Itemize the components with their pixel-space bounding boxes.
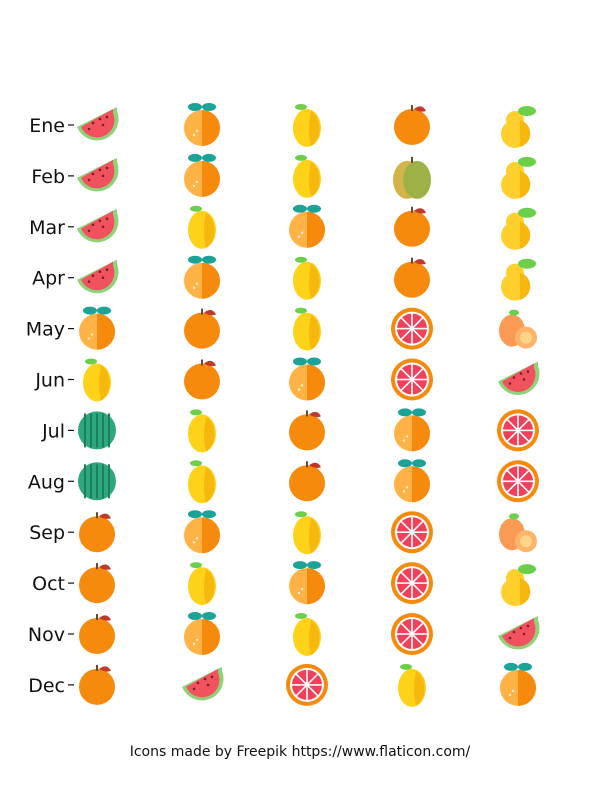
month-label-may: May bbox=[26, 319, 65, 341]
month-label-dec: Dec bbox=[28, 675, 65, 697]
month-label-jun: Jun bbox=[34, 370, 65, 392]
orange-icon bbox=[184, 359, 220, 400]
month-labels: Ene Feb Mar Apr May Jun Jul Aug Sep Oct Nov Dec bbox=[26, 115, 74, 697]
grapefruit-icon bbox=[391, 613, 433, 655]
tangerine-icon bbox=[289, 357, 325, 401]
month-label-feb: Feb bbox=[31, 166, 65, 188]
pear-icon bbox=[501, 258, 536, 301]
watermelon-slice-icon bbox=[77, 259, 119, 294]
lemon-icon bbox=[293, 307, 321, 351]
grapefruit-icon bbox=[497, 409, 539, 452]
orange-icon bbox=[79, 512, 115, 553]
tangerine-icon bbox=[394, 408, 430, 452]
tangerine-icon bbox=[184, 612, 220, 655]
watermelon-slice-icon bbox=[77, 107, 119, 141]
month-label-aug: Aug bbox=[28, 471, 65, 493]
persimmon-icon bbox=[499, 513, 537, 553]
month-label-jul: Jul bbox=[41, 420, 65, 442]
grapefruit-icon bbox=[391, 562, 433, 605]
lemon-icon bbox=[293, 511, 321, 555]
orange-icon bbox=[79, 664, 115, 705]
watermelon-slice-icon bbox=[77, 157, 119, 192]
tangerine-icon bbox=[184, 103, 220, 146]
persimmon-icon bbox=[499, 309, 537, 349]
month-label-ene: Ene bbox=[29, 115, 65, 137]
watermelon-slice-icon bbox=[77, 208, 119, 243]
orange-icon bbox=[394, 257, 430, 298]
tangerine-icon bbox=[500, 662, 536, 706]
tangerine-icon bbox=[184, 153, 220, 197]
watermelon-slice-icon bbox=[182, 666, 224, 701]
tangerine-icon bbox=[289, 561, 325, 605]
lemon-icon bbox=[188, 562, 216, 606]
lemon-icon bbox=[293, 256, 321, 300]
orange-icon bbox=[289, 410, 325, 451]
grapefruit-icon bbox=[497, 460, 539, 503]
grapefruit-icon bbox=[286, 663, 328, 706]
month-label-sep: Sep bbox=[29, 522, 65, 544]
month-label-mar: Mar bbox=[29, 217, 65, 239]
watermelon-icon bbox=[78, 462, 116, 501]
month-label-oct: Oct bbox=[32, 573, 65, 595]
month-label-nov: Nov bbox=[28, 624, 65, 646]
grapefruit-icon bbox=[391, 307, 433, 350]
month-label-apr: Apr bbox=[32, 268, 65, 290]
lemon-icon bbox=[188, 409, 216, 453]
orange-icon bbox=[79, 563, 115, 604]
lemon-icon bbox=[188, 460, 216, 504]
lemon-icon bbox=[293, 104, 321, 147]
lemon-icon bbox=[293, 613, 321, 656]
orange-icon bbox=[289, 461, 325, 502]
tangerine-icon bbox=[184, 510, 220, 554]
watermelon-slice-icon bbox=[498, 361, 540, 396]
orange-icon bbox=[184, 308, 220, 349]
lemon-icon bbox=[83, 358, 111, 402]
lemon-icon bbox=[293, 154, 321, 198]
orange-icon bbox=[79, 614, 115, 654]
lemon-icon bbox=[188, 205, 216, 249]
pear-icon bbox=[501, 564, 536, 607]
pear-icon bbox=[501, 207, 536, 250]
watermelon-icon bbox=[78, 411, 116, 450]
grapefruit-icon bbox=[391, 511, 433, 554]
pear-icon bbox=[501, 106, 536, 148]
pear-icon bbox=[501, 156, 536, 199]
tangerine-icon bbox=[394, 459, 430, 503]
attribution-credit: Icons made by Freepik https://www.flatic… bbox=[129, 744, 471, 760]
tangerine-icon bbox=[289, 204, 325, 248]
watermelon-slice-icon bbox=[498, 616, 540, 650]
tangerine-icon bbox=[79, 306, 115, 350]
tangerine-icon bbox=[184, 255, 220, 299]
orange-icon bbox=[394, 206, 430, 247]
lime-icon bbox=[393, 156, 431, 199]
orange-icon bbox=[394, 105, 430, 145]
lemon-icon bbox=[398, 663, 426, 707]
grapefruit-icon bbox=[391, 358, 433, 401]
fruit-icon-grid bbox=[77, 103, 540, 707]
